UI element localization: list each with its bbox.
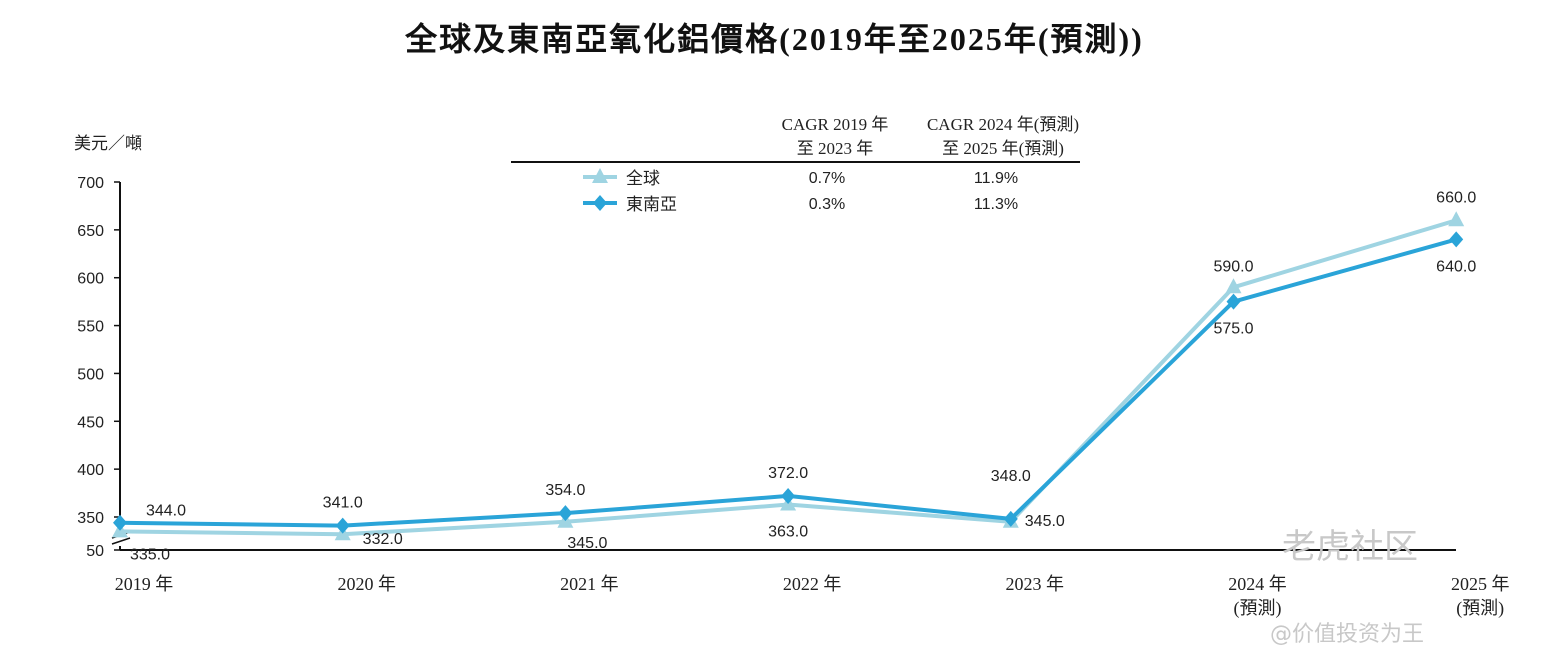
triangle-marker (1225, 278, 1242, 294)
data-label: 363.0 (768, 524, 808, 541)
y-tick-label: 600 (77, 271, 104, 288)
y-tick-label: 50 (86, 543, 104, 560)
x-tick-label: 2019 年 (115, 574, 174, 594)
chart-title: 全球及東南亞氧化鋁價格(2019年至2025年(預測)) (405, 21, 1144, 57)
diamond-marker (781, 487, 796, 504)
y-axis-label: 美元／噸 (74, 134, 142, 153)
x-tick-label: (預測) (1234, 598, 1282, 619)
x-tick-label: 2020 年 (337, 574, 396, 594)
data-label: 590.0 (1213, 258, 1253, 275)
diamond-marker (113, 514, 127, 531)
diamond-marker (1003, 510, 1018, 527)
diamond-marker (1226, 293, 1241, 310)
cagr-value: 0.3% (809, 196, 845, 213)
cagr-header: CAGR 2024 年(預測) (927, 115, 1079, 134)
data-label: 575.0 (1213, 321, 1253, 338)
y-tick-label: 450 (77, 414, 104, 431)
legend-triangle-icon (592, 168, 608, 183)
data-label: 640.0 (1436, 258, 1476, 275)
y-tick-label: 700 (77, 175, 104, 192)
data-label: 660.0 (1436, 189, 1476, 206)
cagr-header: 至 2023 年 (797, 139, 874, 158)
x-tick-label: 2021 年 (560, 574, 619, 594)
cagr-header: 至 2025 年(預測) (942, 139, 1064, 158)
x-tick-label: 2025 年 (1451, 574, 1510, 594)
x-tick-label: 2024 年 (1228, 574, 1287, 594)
data-label: 354.0 (545, 482, 585, 499)
series-line-全球 (119, 218, 1457, 537)
y-tick-label: 400 (77, 462, 104, 479)
data-label: 345.0 (567, 535, 607, 552)
diamond-marker (1449, 231, 1464, 248)
data-label: 372.0 (768, 465, 808, 482)
cagr-header: CAGR 2019 年 (782, 115, 889, 134)
diamond-marker (558, 505, 573, 522)
x-tick-label: (預測) (1456, 598, 1504, 619)
y-tick-label: 550 (77, 319, 104, 336)
legend-label: 東南亞 (626, 195, 677, 214)
x-tick-label: 2023 年 (1006, 574, 1065, 594)
watermark-handle: @价值投资为王 (1270, 622, 1425, 647)
watermark-logo: 老虎社区 (1282, 527, 1418, 567)
y-tick-label: 350 (77, 510, 104, 527)
legend-label: 全球 (626, 169, 660, 188)
y-tick-label: 500 (77, 366, 104, 383)
axis-break-mark (111, 537, 131, 545)
x-tick-label: 2022 年 (783, 574, 842, 594)
data-label: 341.0 (323, 495, 363, 512)
cagr-value: 11.9% (974, 170, 1018, 187)
diamond-marker (335, 517, 350, 534)
data-label: 335.0 (130, 546, 170, 563)
cagr-value: 11.3% (974, 196, 1018, 213)
data-label: 332.0 (363, 531, 403, 548)
triangle-marker (1448, 211, 1465, 227)
legend-diamond-icon (593, 195, 607, 211)
cagr-value: 0.7% (809, 170, 845, 187)
y-tick-label: 650 (77, 223, 104, 240)
data-label: 344.0 (146, 503, 186, 520)
data-label: 345.0 (1025, 513, 1065, 530)
data-label: 348.0 (991, 468, 1031, 485)
